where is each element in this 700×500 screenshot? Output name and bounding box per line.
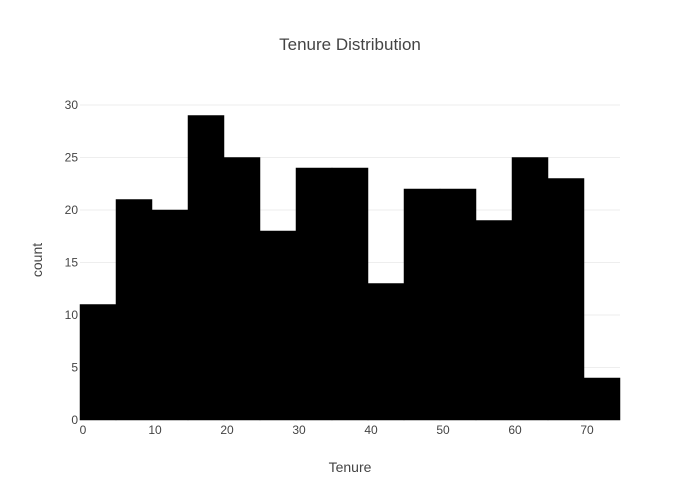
x-tick-label: 20: [220, 423, 234, 437]
y-tick-label: 15: [65, 256, 79, 270]
y-tick-label: 10: [65, 308, 79, 322]
histogram-bar-1: [115, 199, 153, 421]
x-tick-label: 10: [148, 423, 162, 437]
histogram-bar-0: [79, 304, 117, 421]
histogram-bar-14: [583, 377, 621, 421]
chart-title: Tenure Distribution: [279, 35, 421, 54]
y-axis-label: count: [29, 243, 45, 277]
y-tick-label: 0: [71, 413, 78, 427]
y-axis-ticks: 0 5 10 15 20 25 30: [65, 98, 79, 427]
x-tick-label: 50: [436, 423, 450, 437]
histogram-bar-8: [367, 283, 405, 421]
histogram-bar-11: [475, 220, 513, 421]
y-tick-label: 20: [65, 203, 79, 217]
y-tick-label: 30: [65, 98, 79, 112]
histogram-bar-7: [331, 167, 369, 421]
x-tick-label: 30: [292, 423, 306, 437]
x-axis-label: Tenure: [329, 459, 372, 475]
x-tick-label: 70: [580, 423, 594, 437]
histogram-bars: [79, 115, 621, 421]
histogram-bar-4: [223, 157, 261, 421]
y-tick-label: 5: [71, 361, 78, 375]
histogram-bar-3: [187, 115, 225, 421]
histogram-bar-10: [439, 188, 477, 421]
x-tick-label: 60: [508, 423, 522, 437]
y-tick-label: 25: [65, 151, 79, 165]
histogram-bar-12: [511, 157, 549, 421]
histogram-bar-2: [151, 209, 189, 421]
histogram-bar-5: [259, 230, 297, 421]
histogram-bar-6: [295, 167, 333, 421]
histogram-bar-13: [547, 178, 585, 421]
x-tick-label: 0: [80, 423, 87, 437]
x-axis-ticks: 0 10 20 30 40 50 60 70: [80, 423, 594, 437]
x-tick-label: 40: [364, 423, 378, 437]
histogram-bar-9: [403, 188, 441, 421]
